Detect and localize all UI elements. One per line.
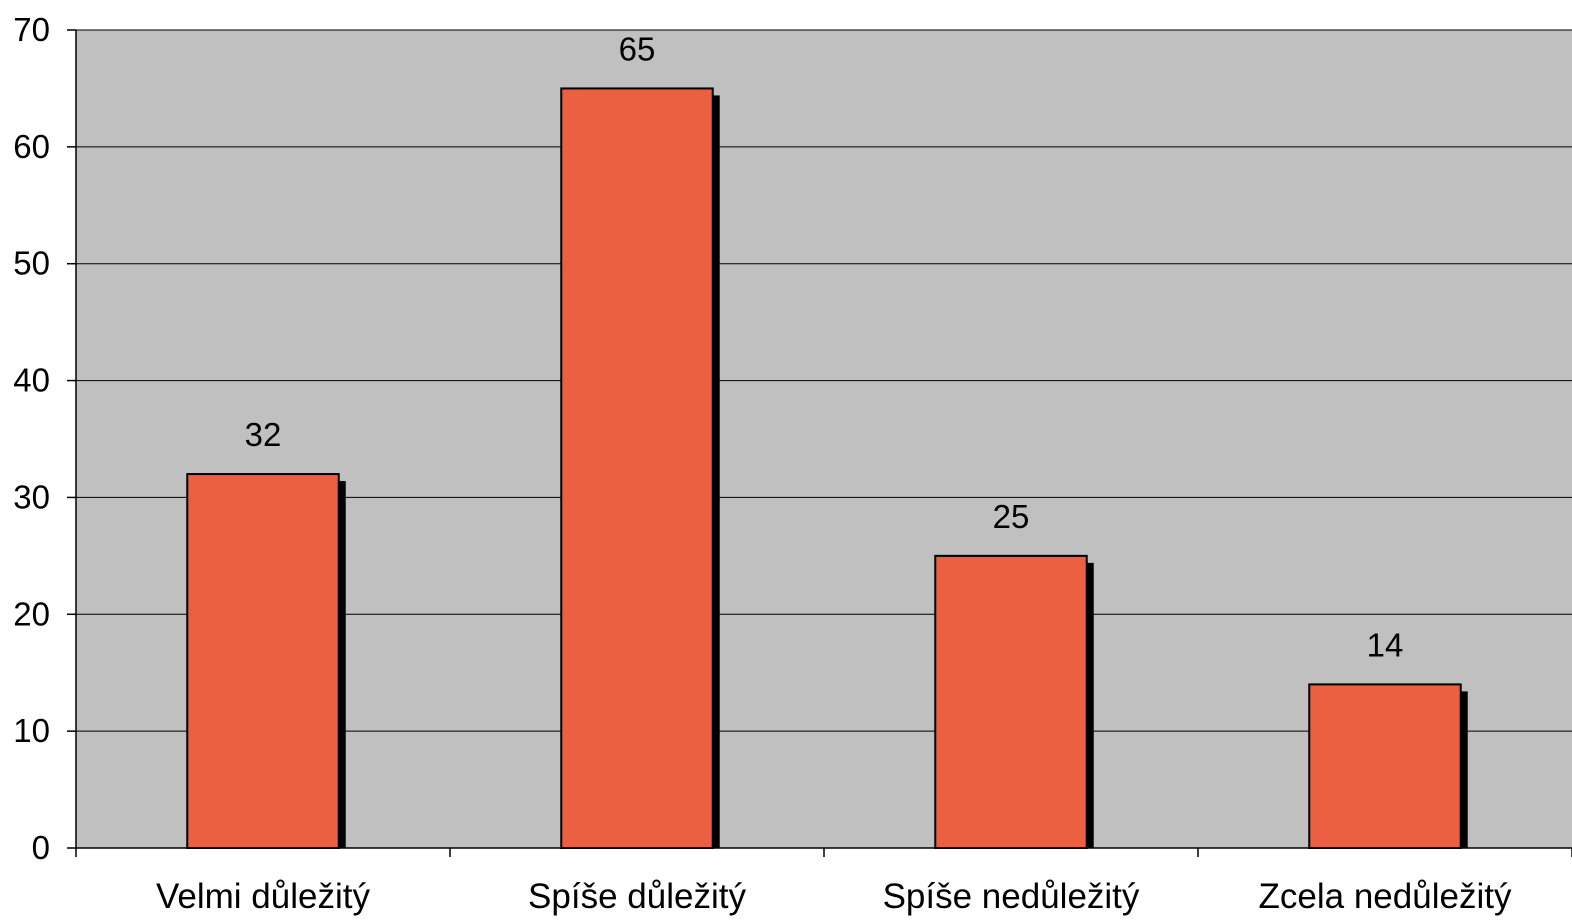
x-category-label: Velmi důležitý	[156, 877, 370, 916]
bar-data-label: 14	[1367, 626, 1404, 663]
data-labels: 32 65 25 14	[245, 30, 1404, 663]
y-tick-label: 50	[13, 245, 50, 282]
y-tick-label: 40	[13, 362, 50, 399]
x-category-label: Spíše důležitý	[528, 877, 746, 916]
y-ticks: 0 10 20 30 40 50 60 70	[13, 11, 76, 866]
y-tick-label: 30	[13, 478, 50, 515]
bar	[560, 87, 714, 849]
y-tick-label: 70	[13, 11, 50, 48]
y-tick-label: 20	[13, 595, 50, 632]
y-tick-label: 10	[13, 712, 50, 749]
x-ticks	[75, 848, 1572, 857]
x-category-label: Spíše nedůležitý	[883, 877, 1140, 916]
y-tick-label: 60	[13, 128, 50, 165]
x-category-label: Zcela nedůležitý	[1259, 877, 1512, 916]
category-labels: Velmi důležitý Spíše důležitý Spíše nedůle…	[156, 877, 1512, 916]
bar	[934, 554, 1088, 849]
y-tick-label: 0	[32, 829, 50, 866]
bar	[1308, 683, 1462, 850]
bars	[186, 87, 1468, 850]
bar-data-label: 25	[993, 498, 1030, 535]
bar	[186, 473, 340, 849]
bar-data-label: 65	[619, 30, 656, 67]
bar-data-label: 32	[245, 416, 282, 453]
